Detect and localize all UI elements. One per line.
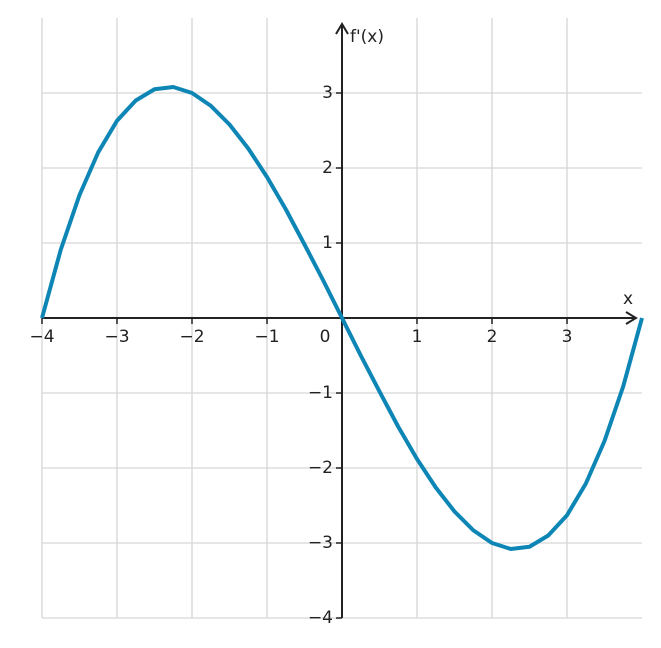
x-tick-label: −1 bbox=[254, 327, 279, 347]
y-tick-label: −1 bbox=[308, 383, 333, 403]
x-tick-label: 3 bbox=[562, 327, 573, 347]
y-tick-label: −4 bbox=[308, 608, 333, 628]
x-tick-label: −2 bbox=[179, 327, 204, 347]
y-tick-label: −2 bbox=[308, 458, 333, 478]
y-tick-label: −3 bbox=[308, 533, 333, 553]
y-tick-label: 3 bbox=[322, 83, 333, 103]
x-axis-label: x bbox=[623, 289, 633, 309]
x-arrow bbox=[625, 311, 638, 325]
axes bbox=[42, 22, 638, 618]
y-arrow bbox=[335, 22, 349, 35]
x-tick-label: −3 bbox=[104, 327, 129, 347]
line bbox=[40, 85, 644, 551]
x-tick-label: −4 bbox=[29, 327, 54, 347]
origin-label: 0 bbox=[320, 327, 331, 347]
y-axis-label: f'(x) bbox=[350, 27, 384, 47]
y-tick-label: 1 bbox=[322, 233, 333, 253]
y-tick-label: 2 bbox=[322, 158, 333, 178]
x-tick-label: 1 bbox=[412, 327, 423, 347]
x-tick-label: 2 bbox=[487, 327, 498, 347]
